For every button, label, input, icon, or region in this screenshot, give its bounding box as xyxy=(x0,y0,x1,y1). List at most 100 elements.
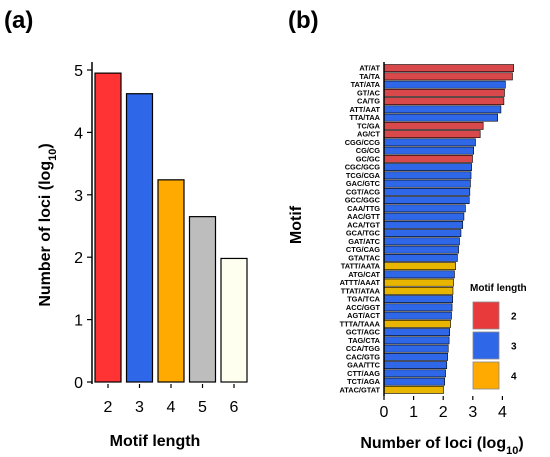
bar-motif-TC-GA xyxy=(383,121,484,130)
y-tick-label: CGG/CCG xyxy=(345,138,381,147)
y-tick-label: 3 xyxy=(74,188,83,205)
x-tick-label: 3 xyxy=(135,399,144,416)
bar-motif-TTTA-TAAA xyxy=(383,319,451,328)
bar-motif-CTG-CAG xyxy=(383,245,459,254)
legend-swatch xyxy=(472,301,500,330)
bar-motif-ATT-AAT xyxy=(383,105,502,114)
chart-a-x-axis-title: Motif length xyxy=(110,433,201,450)
y-tick-label: GCA/TGC xyxy=(346,229,381,238)
chart-b-x-axis-title: Number of loci (log10) xyxy=(360,435,523,457)
y-tick-label: 1 xyxy=(74,313,83,330)
y-tick-label: ATT/AAT xyxy=(349,105,380,114)
y-tick-label: ACC/GGT xyxy=(346,303,381,312)
y-tick-label: CA/TG xyxy=(357,97,380,106)
bar-motif-length-2 xyxy=(94,72,122,383)
chart-b: AT/ATTA/TATAT/ATAGT/ACCA/TGATT/AATTTA/TA… xyxy=(288,62,527,457)
x-tick-label: 6 xyxy=(230,399,239,416)
y-tick-label: TATT/AATA xyxy=(341,262,381,271)
bar-motif-AT-AT xyxy=(383,64,514,73)
bar-motif-ACA-TGT xyxy=(383,220,464,229)
legend-label: 2 xyxy=(511,312,517,323)
x-tick-label: 3 xyxy=(468,404,477,421)
legend-title: Motif length xyxy=(470,283,527,294)
y-tick-label: TTAT/ATAA xyxy=(341,286,381,295)
bar-motif-CCA-TGG xyxy=(383,344,449,353)
chart-a-y-ticks: 0 1 2 3 4 5 xyxy=(74,63,92,392)
y-tick-label: TA/TA xyxy=(359,72,380,81)
bar-motif-ATTT-AAAT xyxy=(383,278,454,287)
y-tick-label: GC/GC xyxy=(356,154,381,163)
y-tick-label: ACA/TGT xyxy=(347,220,380,229)
y-tick-label: CGT/ACG xyxy=(346,187,380,196)
bar-motif-CGG-CCG xyxy=(383,138,476,147)
bar-motif-length-4 xyxy=(157,179,185,383)
legend-label: 4 xyxy=(511,372,517,383)
y-tick-label: CAC/GTG xyxy=(346,352,380,361)
bar-motif-GAT-ATC xyxy=(383,237,460,246)
y-tick-label: TAT/ATA xyxy=(351,80,381,89)
legend-swatch xyxy=(472,331,500,360)
y-tick-label: TTTA/TAAA xyxy=(340,319,381,328)
y-tick-label: AGT/ACT xyxy=(347,311,380,320)
bar-motif-AG-CT xyxy=(383,130,481,139)
bar-motif-CG-CG xyxy=(383,146,474,155)
x-tick-label: 2 xyxy=(104,399,113,416)
y-tick-label: CCA/TGG xyxy=(346,344,380,353)
bar-motif-GAC-GTC xyxy=(383,179,471,188)
y-tick-label: ATAC/GTAT xyxy=(340,385,381,394)
bar-motif-TGA-TCA xyxy=(383,295,453,304)
legend-label: 3 xyxy=(511,342,517,353)
bar-motif-CAC-GTG xyxy=(383,352,448,361)
y-tick-label: CGC/GCG xyxy=(345,163,381,172)
bar-motif-TAG-CTA xyxy=(383,336,450,345)
bar-motif-GTA-TAC xyxy=(383,253,458,262)
bar-motif-ACC-GGT xyxy=(383,303,453,312)
y-tick-label: TAG/CTA xyxy=(348,336,380,345)
bar-motif-CAA-TTG xyxy=(383,204,466,213)
y-tick-label: AAC/GTT xyxy=(347,212,380,221)
chart-b-y-axis-title: Motif xyxy=(288,205,305,244)
bar-motif-GC-GC xyxy=(383,154,473,163)
y-tick-label: CAA/TTG xyxy=(347,204,380,213)
bar-motif-length-5 xyxy=(188,216,217,383)
bar-motif-TCG-CGA xyxy=(383,171,472,180)
bar-motif-GCT-AGC xyxy=(383,328,451,337)
y-tick-label: AG/CT xyxy=(357,130,380,139)
panel-label-b: (b) xyxy=(288,7,319,34)
chart-b-legend: Motif length 2 3 4 xyxy=(470,283,527,390)
bar-motif-TTA-TAA xyxy=(383,113,498,122)
bar-motif-TCT-AGA xyxy=(383,377,445,386)
y-tick-label: TGA/TCA xyxy=(347,295,381,304)
y-tick-label: ATTT/AAAT xyxy=(340,278,381,287)
bar-motif-CTT-AAG xyxy=(383,369,446,378)
bar-motif-AGT-ACT xyxy=(383,311,452,320)
y-tick-label: GAC/GTC xyxy=(346,179,381,188)
x-tick-label: 4 xyxy=(498,404,507,421)
chart-b-y-labels: AT/ATTA/TATAT/ATAGT/ACCA/TGATT/AATTTA/TA… xyxy=(340,64,381,395)
y-tick-label: CTG/CAG xyxy=(346,245,380,254)
x-tick-label: 1 xyxy=(409,404,418,421)
y-tick-label: TCG/CGA xyxy=(346,171,381,180)
chart-a-bars xyxy=(94,72,248,383)
bar-motif-length-3 xyxy=(125,93,154,383)
y-tick-label: GAA/TTC xyxy=(347,361,381,370)
x-tick-label: 2 xyxy=(439,404,448,421)
y-tick-label: AT/AT xyxy=(359,64,380,73)
y-tick-label: 2 xyxy=(74,250,83,267)
y-tick-label: GCT/AGC xyxy=(346,328,381,337)
y-tick-label: CTT/AAG xyxy=(347,369,380,378)
y-tick-label: GT/AC xyxy=(357,88,381,97)
y-tick-label: GCC/GGC xyxy=(345,196,381,205)
y-tick-label: GAT/ATC xyxy=(348,237,380,246)
chart-a: 0 1 2 3 4 5 2 3 4 5 6 Motif length Number of loci… xyxy=(37,62,248,450)
bar-motif-CGC-GCG xyxy=(383,163,472,172)
x-tick-label: 0 xyxy=(380,404,389,421)
bar-motif-GT-AC xyxy=(383,88,505,97)
panel-label-a: (a) xyxy=(4,7,33,34)
chart-b-x-ticks: 0 1 2 3 4 xyxy=(380,396,507,421)
bar-motif-TTAT-ATAA xyxy=(383,286,454,295)
bar-motif-AAC-GTT xyxy=(383,212,465,221)
x-tick-label: 5 xyxy=(198,399,207,416)
bar-motif-CA-TG xyxy=(383,97,505,106)
